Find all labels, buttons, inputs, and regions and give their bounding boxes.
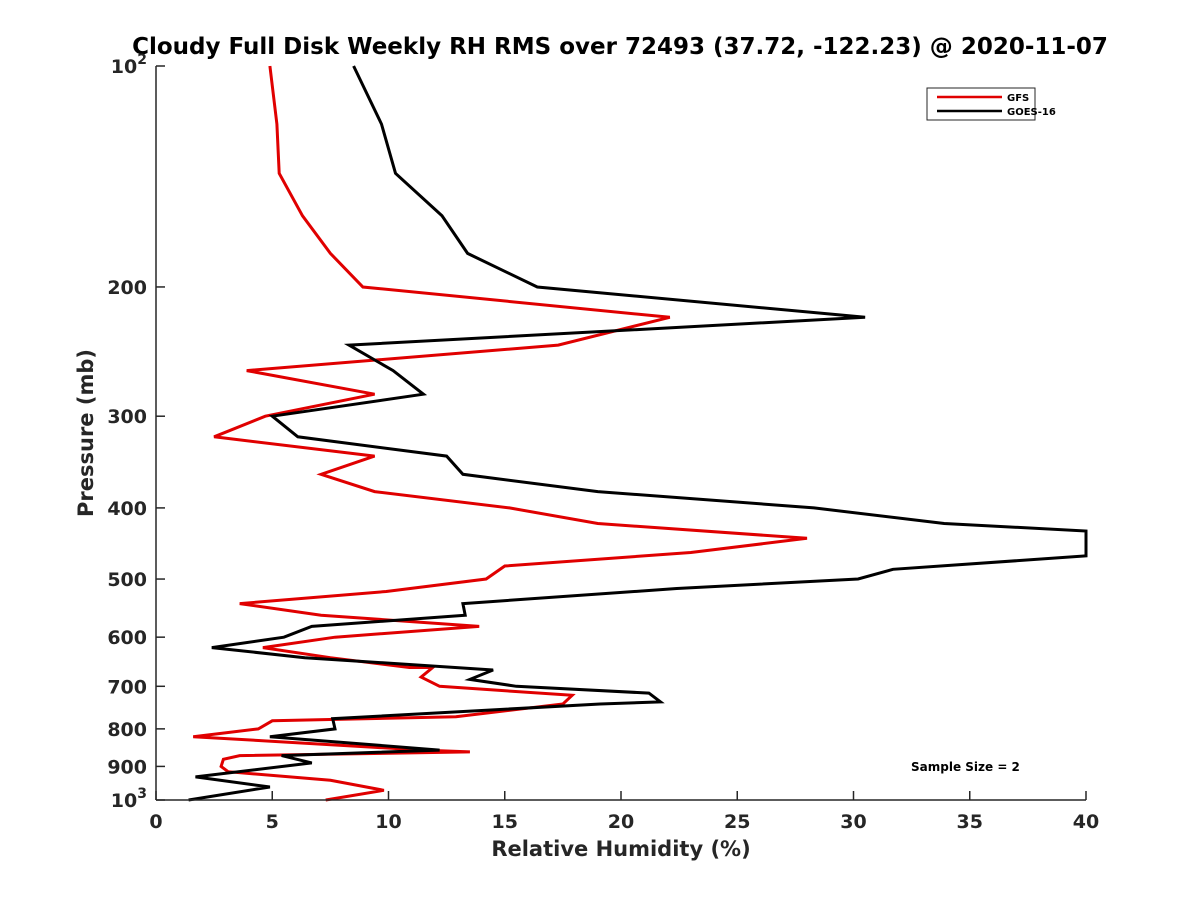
series-layer <box>188 65 1088 802</box>
x-tick-label: 40 <box>1073 811 1099 833</box>
y-tick-label: 800 <box>107 719 147 741</box>
y-tick-label: 700 <box>107 676 147 698</box>
y-tick-label: 500 <box>107 569 147 591</box>
y-tick-label: 103 <box>111 786 147 812</box>
x-axis-label: Relative Humidity (%) <box>491 837 750 861</box>
x-ticks: 0 5 10 15 20 25 30 35 40 <box>149 791 1099 833</box>
legend-box <box>926 87 1036 121</box>
sample-size-annotation: Sample Size = 2 <box>911 760 1020 774</box>
legend: GFS GOES-16 <box>926 87 1056 121</box>
x-tick-label: 25 <box>724 811 750 833</box>
legend-label-gfs: GFS <box>1007 93 1029 104</box>
y-ticks: 102 200 300 400 500 600 700 800 900 103 <box>107 52 165 812</box>
y-tick-label: 200 <box>107 277 147 299</box>
x-tick-label: 5 <box>266 811 279 833</box>
x-tick-label: 35 <box>957 811 983 833</box>
x-tick-label: 0 <box>149 811 162 833</box>
legend-label-goes16: GOES-16 <box>1007 107 1056 118</box>
y-tick-label: 400 <box>107 498 147 520</box>
y-tick-label: 102 <box>111 52 147 78</box>
x-tick-label: 20 <box>608 811 634 833</box>
y-tick-label: 600 <box>107 627 147 649</box>
x-tick-label: 10 <box>375 811 401 833</box>
y-tick-label: 300 <box>107 406 147 428</box>
x-tick-label: 30 <box>840 811 866 833</box>
y-tick-label: 900 <box>107 756 147 778</box>
x-tick-label: 15 <box>492 811 518 833</box>
y-axis-label: Pressure (mb) <box>74 349 98 517</box>
series-line-goes16 <box>188 65 1088 802</box>
series-line-gfs <box>193 65 808 802</box>
chart-title: Cloudy Full Disk Weekly RH RMS over 7249… <box>132 34 1108 60</box>
